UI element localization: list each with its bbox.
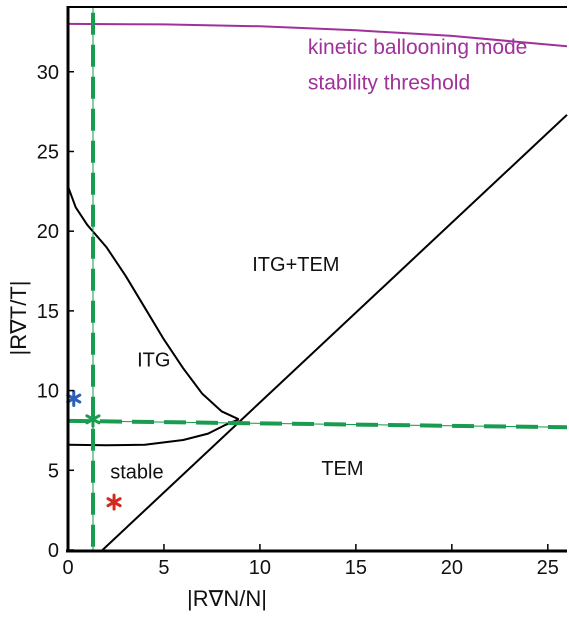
y-tick-label: 25 <box>37 141 59 163</box>
annotation-2: stable <box>110 461 163 483</box>
y-axis-label: |R∇T/T| <box>6 280 31 355</box>
x-tick-label: 20 <box>441 557 463 579</box>
x-tick-label: 10 <box>249 557 271 579</box>
x-axis-label: |R∇N/N| <box>187 586 267 611</box>
annotation-4: kinetic ballooning mode <box>308 36 527 59</box>
series-layer <box>67 8 568 551</box>
axes-layer <box>66 6 567 553</box>
x-tick-label: 0 <box>62 557 73 579</box>
y-tick-label: 5 <box>48 460 59 482</box>
marker-layer <box>66 390 122 511</box>
annotation-3: TEM <box>321 458 363 480</box>
y-tick-label: 30 <box>37 62 59 84</box>
boundary-curve-1 <box>67 186 240 421</box>
y-tick-label: 20 <box>37 221 59 243</box>
annotation-0: ITG+TEM <box>252 254 339 276</box>
y-tick-label: 0 <box>48 540 59 562</box>
annotation-layer: ITG+TEM ITG stable TEM kinetic ballooning mo… <box>110 36 527 483</box>
y-tick-label: 15 <box>37 301 59 323</box>
annotation-1: ITG <box>137 350 170 372</box>
boundary-curve-2 <box>67 418 240 447</box>
x-tick-label: 5 <box>158 557 169 579</box>
boundary-curve-3 <box>101 114 568 551</box>
tick-label-layer: 0 5 10 15 20 25 0 5 10 15 20 25 30 <box>37 62 559 579</box>
dashed-reference-line-7 <box>67 418 568 430</box>
asterisk-marker-0 <box>66 390 82 408</box>
annotation-5: stability threshold <box>308 71 470 94</box>
asterisk-marker-1 <box>85 410 101 428</box>
x-tick-label: 15 <box>345 557 367 579</box>
boundary-curve-0 <box>67 22 568 48</box>
y-tick-label: 10 <box>37 381 59 403</box>
asterisk-marker-2 <box>106 493 122 511</box>
x-tick-label: 25 <box>537 557 559 579</box>
